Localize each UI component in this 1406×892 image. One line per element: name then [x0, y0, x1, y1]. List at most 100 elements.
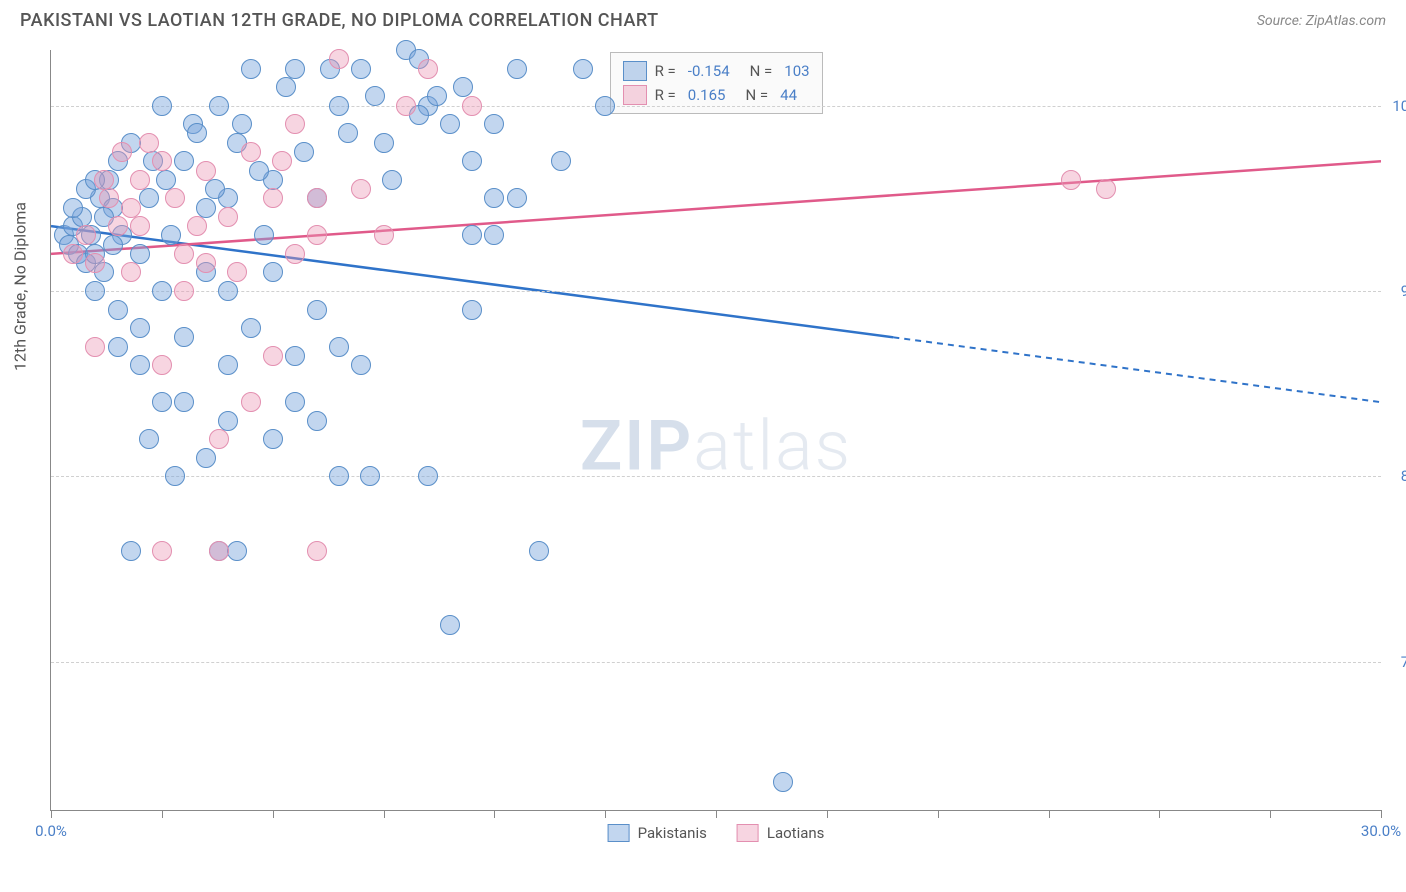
data-point — [329, 466, 349, 486]
data-point — [263, 188, 283, 208]
data-point — [462, 96, 482, 116]
data-point — [249, 161, 269, 181]
data-point — [263, 346, 283, 366]
data-point — [130, 216, 150, 236]
data-point — [418, 59, 438, 79]
data-point — [165, 466, 185, 486]
x-tick — [605, 810, 606, 818]
data-point — [227, 541, 247, 561]
data-point — [187, 216, 207, 236]
data-point — [285, 244, 305, 264]
data-point — [285, 114, 305, 134]
y-axis-label: 12th Grade, No Diploma — [11, 202, 30, 371]
x-tick — [1049, 810, 1050, 818]
x-tick-label: 30.0% — [1361, 822, 1401, 840]
x-tick — [1270, 810, 1271, 818]
data-point — [285, 59, 305, 79]
data-point — [440, 114, 460, 134]
data-point — [241, 142, 261, 162]
data-point — [121, 262, 141, 282]
legend-swatch — [608, 824, 630, 842]
data-point — [196, 253, 216, 273]
data-point — [484, 114, 504, 134]
data-point — [76, 225, 96, 245]
data-point — [263, 429, 283, 449]
data-point — [1096, 179, 1116, 199]
gridline — [51, 106, 1381, 107]
data-point — [139, 429, 159, 449]
data-point — [573, 59, 593, 79]
data-point — [85, 253, 105, 273]
data-point — [99, 188, 119, 208]
data-point — [551, 151, 571, 171]
data-point — [307, 300, 327, 320]
legend-item: Laotians — [737, 824, 825, 842]
data-point — [374, 225, 394, 245]
series-legend: PakistanisLaotians — [608, 824, 825, 842]
chart-title: PAKISTANI VS LAOTIAN 12TH GRADE, NO DIPL… — [20, 10, 659, 31]
data-point — [218, 411, 238, 431]
data-point — [218, 355, 238, 375]
x-tick-label: 0.0% — [35, 822, 67, 840]
x-tick — [273, 810, 274, 818]
watermark: ZIPatlas — [580, 405, 852, 487]
data-point — [773, 772, 793, 792]
chart-header: PAKISTANI VS LAOTIAN 12TH GRADE, NO DIPL… — [0, 0, 1406, 36]
data-point — [329, 337, 349, 357]
data-point — [254, 225, 274, 245]
data-point — [63, 244, 83, 264]
legend-swatch — [737, 824, 759, 842]
y-tick-label: 90.0% — [1401, 282, 1406, 300]
data-point — [156, 170, 176, 190]
x-tick — [162, 810, 163, 818]
data-point — [351, 355, 371, 375]
data-point — [94, 170, 114, 190]
data-point — [285, 392, 305, 412]
data-point — [174, 151, 194, 171]
data-point — [427, 86, 447, 106]
data-point — [351, 179, 371, 199]
data-point — [529, 541, 549, 561]
data-point — [152, 96, 172, 116]
data-point — [307, 541, 327, 561]
data-point — [152, 541, 172, 561]
data-point — [139, 188, 159, 208]
data-point — [174, 281, 194, 301]
data-point — [307, 225, 327, 245]
x-tick — [1381, 810, 1382, 818]
data-point — [174, 392, 194, 412]
data-point — [1061, 170, 1081, 190]
data-point — [187, 123, 207, 143]
gridline — [51, 291, 1381, 292]
x-tick — [384, 810, 385, 818]
data-point — [338, 123, 358, 143]
data-point — [108, 300, 128, 320]
data-point — [307, 188, 327, 208]
data-point — [174, 244, 194, 264]
legend-row: R =-0.154N =103 — [623, 59, 810, 83]
data-point — [63, 198, 83, 218]
data-point — [462, 225, 482, 245]
data-point — [108, 337, 128, 357]
data-point — [365, 86, 385, 106]
data-point — [108, 216, 128, 236]
data-point — [382, 170, 402, 190]
data-point — [294, 142, 314, 162]
data-point — [374, 133, 394, 153]
data-point — [196, 198, 216, 218]
data-point — [227, 262, 247, 282]
data-point — [360, 466, 380, 486]
data-point — [165, 188, 185, 208]
data-point — [130, 170, 150, 190]
data-point — [85, 281, 105, 301]
x-tick — [51, 810, 52, 818]
data-point — [196, 448, 216, 468]
data-point — [484, 188, 504, 208]
data-point — [329, 96, 349, 116]
chart-container: PAKISTANI VS LAOTIAN 12TH GRADE, NO DIPL… — [0, 0, 1406, 892]
legend-swatch — [623, 85, 647, 105]
data-point — [130, 355, 150, 375]
data-point — [209, 429, 229, 449]
gridline — [51, 476, 1381, 477]
x-tick — [716, 810, 717, 818]
